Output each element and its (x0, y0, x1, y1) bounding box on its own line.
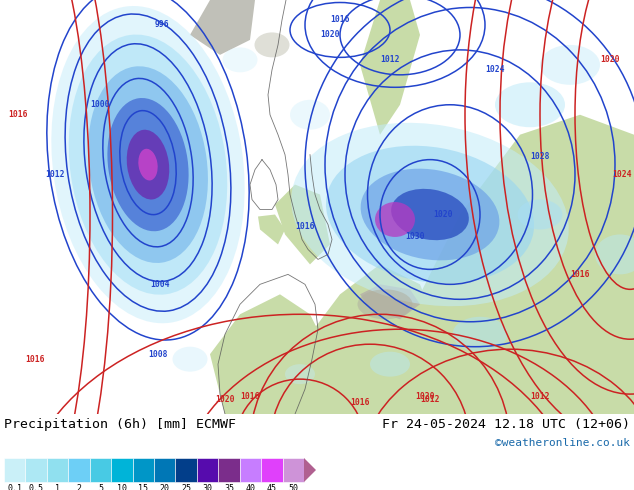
Text: 0.5: 0.5 (29, 484, 44, 490)
Bar (25, 458, 47, 482)
Text: 1008: 1008 (148, 350, 168, 359)
Text: 50: 50 (288, 484, 298, 490)
Text: 35: 35 (224, 484, 234, 490)
Ellipse shape (172, 347, 207, 371)
Text: 2: 2 (77, 484, 82, 490)
Text: Fr 24-05-2024 12.18 UTC (12+06): Fr 24-05-2024 12.18 UTC (12+06) (382, 418, 630, 431)
Text: 15: 15 (138, 484, 148, 490)
Text: 1000: 1000 (90, 100, 110, 109)
Text: 1016: 1016 (350, 397, 370, 407)
Ellipse shape (254, 32, 290, 57)
Ellipse shape (453, 317, 507, 352)
Ellipse shape (68, 35, 227, 294)
Ellipse shape (290, 100, 330, 130)
Text: 1: 1 (55, 484, 60, 490)
Text: 1020: 1020 (415, 392, 435, 401)
Polygon shape (258, 215, 285, 245)
Ellipse shape (375, 202, 415, 237)
Text: 1012: 1012 (420, 394, 440, 404)
Text: 996: 996 (155, 21, 169, 29)
Polygon shape (190, 0, 255, 55)
Ellipse shape (51, 6, 245, 323)
Text: 1012: 1012 (530, 392, 550, 401)
Text: 1028: 1028 (530, 152, 550, 161)
Ellipse shape (285, 364, 315, 384)
Ellipse shape (223, 48, 257, 73)
Bar (4, 458, 25, 482)
Bar (154, 458, 176, 482)
Bar (197, 458, 218, 482)
Bar (68, 458, 90, 482)
Bar (176, 458, 197, 482)
Ellipse shape (107, 98, 188, 231)
Text: 1004: 1004 (150, 280, 170, 289)
Ellipse shape (391, 189, 469, 240)
Text: 10: 10 (117, 484, 127, 490)
Text: 1020: 1020 (600, 55, 620, 64)
Ellipse shape (495, 82, 565, 127)
Polygon shape (360, 284, 420, 319)
Bar (218, 458, 240, 482)
Text: 1020: 1020 (216, 394, 235, 404)
Ellipse shape (358, 289, 413, 319)
Bar (261, 458, 283, 482)
Text: 1016: 1016 (570, 270, 590, 279)
Text: 1024: 1024 (485, 65, 505, 74)
Ellipse shape (127, 130, 169, 199)
Text: ©weatheronline.co.uk: ©weatheronline.co.uk (495, 438, 630, 448)
Text: 45: 45 (267, 484, 277, 490)
Ellipse shape (326, 146, 534, 283)
Polygon shape (380, 115, 634, 414)
Bar (133, 458, 154, 482)
Polygon shape (210, 294, 330, 414)
Ellipse shape (138, 149, 158, 180)
Text: 1012: 1012 (380, 55, 400, 64)
Ellipse shape (370, 352, 410, 377)
Ellipse shape (540, 45, 600, 85)
Polygon shape (360, 0, 420, 135)
Text: 40: 40 (245, 484, 256, 490)
Text: 5: 5 (98, 484, 103, 490)
Bar (90, 458, 111, 482)
Text: 1030: 1030 (405, 232, 425, 241)
Bar (283, 458, 304, 482)
Bar (47, 458, 68, 482)
Text: 30: 30 (203, 484, 212, 490)
Text: Precipitation (6h) [mm] ECMWF: Precipitation (6h) [mm] ECMWF (4, 418, 236, 431)
Text: 1020: 1020 (320, 30, 340, 39)
Ellipse shape (517, 199, 562, 229)
Text: 1016: 1016 (8, 110, 28, 119)
Text: 1012: 1012 (45, 170, 65, 179)
Text: 1016: 1016 (330, 16, 350, 24)
Bar (111, 458, 133, 482)
Text: 1016: 1016 (295, 222, 314, 231)
Text: 1020: 1020 (433, 210, 453, 219)
Text: 1016: 1016 (25, 355, 45, 364)
Ellipse shape (361, 169, 500, 260)
Text: 1016: 1016 (240, 392, 260, 401)
Polygon shape (304, 458, 316, 482)
Ellipse shape (595, 234, 634, 274)
Text: 20: 20 (160, 484, 170, 490)
Text: 25: 25 (181, 484, 191, 490)
Text: 0.1: 0.1 (7, 484, 22, 490)
Polygon shape (275, 185, 330, 265)
Text: 1024: 1024 (612, 170, 631, 179)
Ellipse shape (291, 123, 569, 306)
Ellipse shape (88, 66, 208, 263)
Polygon shape (295, 265, 440, 414)
Bar (240, 458, 261, 482)
